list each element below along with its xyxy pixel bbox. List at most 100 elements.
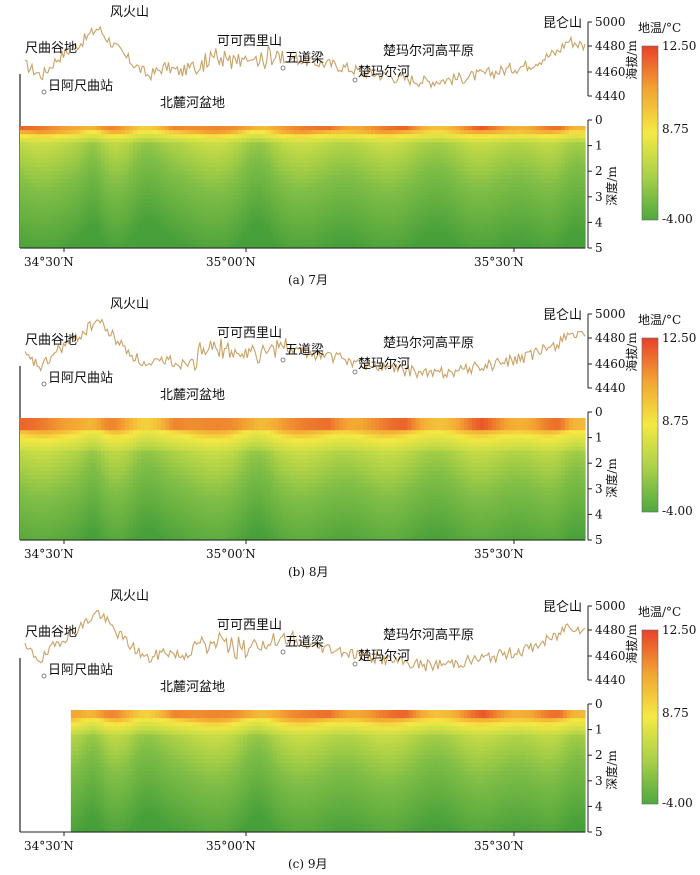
heatmap-cell — [28, 531, 33, 537]
heatmap-cell — [338, 170, 344, 176]
heatmap-cell — [576, 203, 582, 208]
heatmap-cell — [447, 182, 453, 188]
heatmap-cell — [80, 487, 86, 492]
heatmap-cell — [177, 239, 183, 245]
heatmap-cell — [472, 158, 477, 164]
heatmap-cell — [302, 158, 308, 164]
heatmap-cell — [431, 235, 437, 241]
heatmap-cell — [40, 231, 45, 237]
place-label: 尺曲谷地 — [25, 333, 77, 348]
heatmap-cell — [250, 134, 255, 139]
heatmap-cell — [137, 142, 142, 147]
heatmap-cell — [544, 231, 550, 237]
heatmap-cell — [92, 150, 98, 156]
heatmap-cell — [326, 227, 332, 233]
heatmap-cell — [52, 126, 57, 131]
heatmap-cell — [387, 187, 392, 192]
heatmap-cell — [92, 446, 98, 452]
heatmap-cell — [548, 158, 554, 164]
heatmap-cell — [399, 138, 404, 143]
heatmap-cell — [128, 154, 134, 160]
heatmap-cell — [500, 126, 505, 131]
heatmap-cell — [197, 126, 203, 131]
heatmap-cell — [556, 174, 562, 180]
heatmap-cell — [80, 231, 86, 237]
heatmap-cell — [108, 474, 114, 480]
heatmap-cell — [92, 450, 98, 456]
heatmap-cell — [302, 187, 308, 192]
heatmap-cell — [241, 154, 247, 160]
heatmap-cell — [346, 154, 352, 160]
heatmap-cell — [88, 499, 94, 504]
heatmap-cell — [48, 422, 53, 427]
heatmap-cell — [237, 215, 243, 221]
heatmap-cell — [379, 158, 384, 164]
heatmap-cell — [467, 195, 473, 200]
heatmap-cell — [342, 239, 348, 245]
heatmap-cell — [133, 207, 138, 212]
heatmap-cell — [314, 138, 320, 143]
heatmap-cell — [451, 126, 457, 131]
heatmap-cell — [322, 146, 328, 151]
heatmap-cell — [60, 466, 65, 472]
heatmap-cell — [92, 138, 98, 143]
heatmap-cell — [375, 154, 380, 160]
heatmap-cell — [104, 182, 110, 188]
heatmap-cell — [359, 130, 364, 135]
heatmap-cell — [480, 134, 485, 139]
heatmap-cell — [338, 211, 344, 217]
heatmap-cell — [294, 134, 300, 139]
heatmap-cell — [24, 166, 29, 172]
heatmap-cell — [193, 215, 199, 221]
heatmap-cell — [427, 227, 433, 233]
heatmap-cell — [100, 515, 106, 521]
heatmap-cell — [88, 203, 94, 208]
heatmap-cell — [467, 134, 473, 139]
heatmap-cell — [40, 474, 45, 480]
heatmap-cell — [20, 235, 25, 241]
heatmap-cell — [100, 527, 106, 533]
heatmap-cell — [431, 207, 437, 212]
heatmap-cell — [286, 142, 291, 147]
heatmap-cell — [72, 146, 78, 151]
heatmap-cell — [447, 243, 453, 249]
heatmap-cell — [564, 138, 570, 143]
heatmap-cell — [516, 219, 522, 225]
heatmap-cell — [221, 170, 227, 176]
heatmap-cell — [258, 126, 263, 131]
heatmap-cell — [540, 126, 546, 131]
heatmap-cell — [52, 434, 57, 439]
heatmap-cell — [363, 178, 368, 184]
heatmap-cell — [177, 142, 183, 147]
heatmap-cell — [338, 182, 344, 188]
heatmap-cell — [560, 150, 566, 156]
heatmap-cell — [52, 487, 57, 492]
heatmap-cell — [213, 243, 219, 249]
heatmap-cell — [492, 146, 497, 151]
heatmap-cell — [427, 142, 433, 147]
heatmap-cell — [36, 499, 41, 504]
heatmap-cell — [282, 211, 287, 217]
heatmap-cell — [391, 239, 396, 245]
heatmap-cell — [548, 219, 554, 225]
heatmap-cell — [112, 203, 118, 208]
heatmap-cell — [100, 174, 106, 180]
heatmap-cell — [100, 466, 106, 472]
heatmap-cell — [128, 207, 134, 212]
heatmap-cell — [342, 211, 348, 217]
heatmap-cell — [104, 434, 110, 439]
heatmap-cell — [508, 142, 513, 147]
heatmap-cell — [60, 211, 65, 217]
heatmap-cell — [32, 531, 37, 537]
heatmap-cell — [431, 187, 437, 192]
heatmap-cell — [116, 191, 122, 196]
heatmap-cell — [116, 211, 122, 217]
heatmap-cell — [282, 219, 287, 225]
heatmap-cell — [88, 138, 94, 143]
heatmap-cell — [60, 531, 65, 537]
heatmap-cell — [108, 174, 114, 180]
heatmap-cell — [342, 187, 348, 192]
heatmap-cell — [278, 243, 283, 249]
heatmap-cell — [145, 211, 150, 217]
heatmap-cell — [225, 130, 231, 135]
